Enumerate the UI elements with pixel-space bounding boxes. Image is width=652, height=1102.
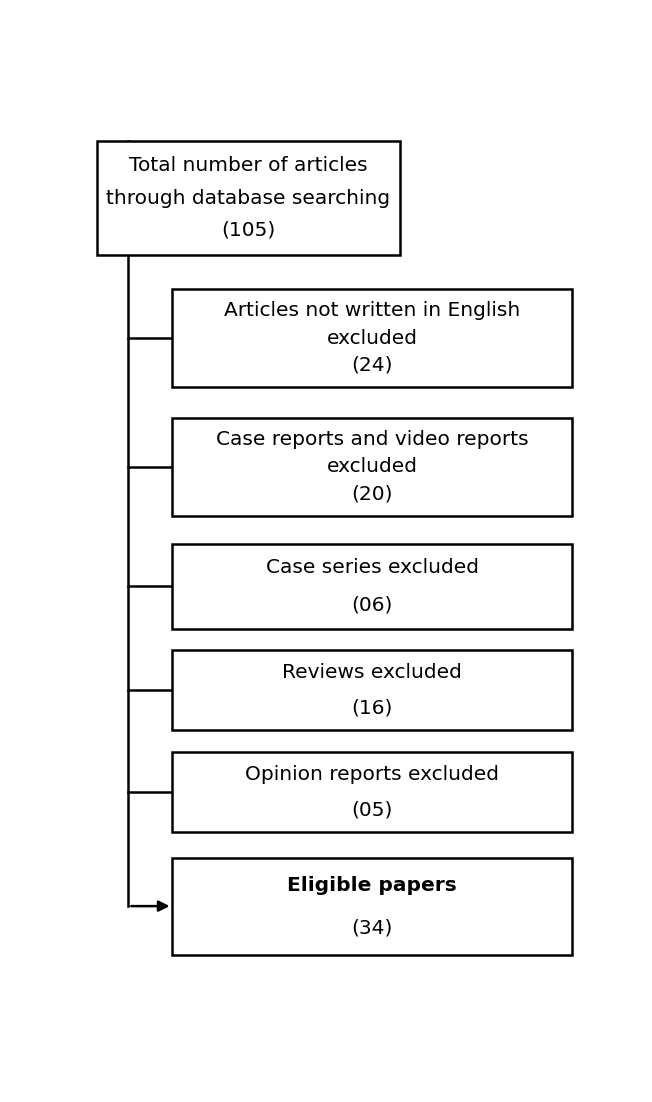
FancyBboxPatch shape <box>96 141 400 256</box>
Text: (24): (24) <box>351 356 393 375</box>
Text: Opinion reports excluded: Opinion reports excluded <box>245 765 499 784</box>
Text: excluded: excluded <box>327 328 417 347</box>
Text: Reviews excluded: Reviews excluded <box>282 663 462 682</box>
Text: (34): (34) <box>351 918 393 938</box>
Text: Case series excluded: Case series excluded <box>265 558 479 577</box>
FancyBboxPatch shape <box>172 650 572 731</box>
FancyBboxPatch shape <box>172 543 572 628</box>
FancyBboxPatch shape <box>172 752 572 832</box>
Text: excluded: excluded <box>327 457 417 476</box>
Text: Total number of articles: Total number of articles <box>129 156 368 175</box>
Text: Case reports and video reports: Case reports and video reports <box>216 430 528 450</box>
Text: (20): (20) <box>351 485 393 504</box>
Text: Articles not written in English: Articles not written in English <box>224 301 520 321</box>
FancyBboxPatch shape <box>172 289 572 387</box>
FancyBboxPatch shape <box>172 418 572 516</box>
Text: (06): (06) <box>351 595 393 615</box>
Text: through database searching: through database searching <box>106 188 391 207</box>
Text: (16): (16) <box>351 699 393 717</box>
FancyBboxPatch shape <box>172 857 572 955</box>
Text: (05): (05) <box>351 800 393 819</box>
Text: Eligible papers: Eligible papers <box>287 876 457 895</box>
Text: (105): (105) <box>221 220 275 239</box>
